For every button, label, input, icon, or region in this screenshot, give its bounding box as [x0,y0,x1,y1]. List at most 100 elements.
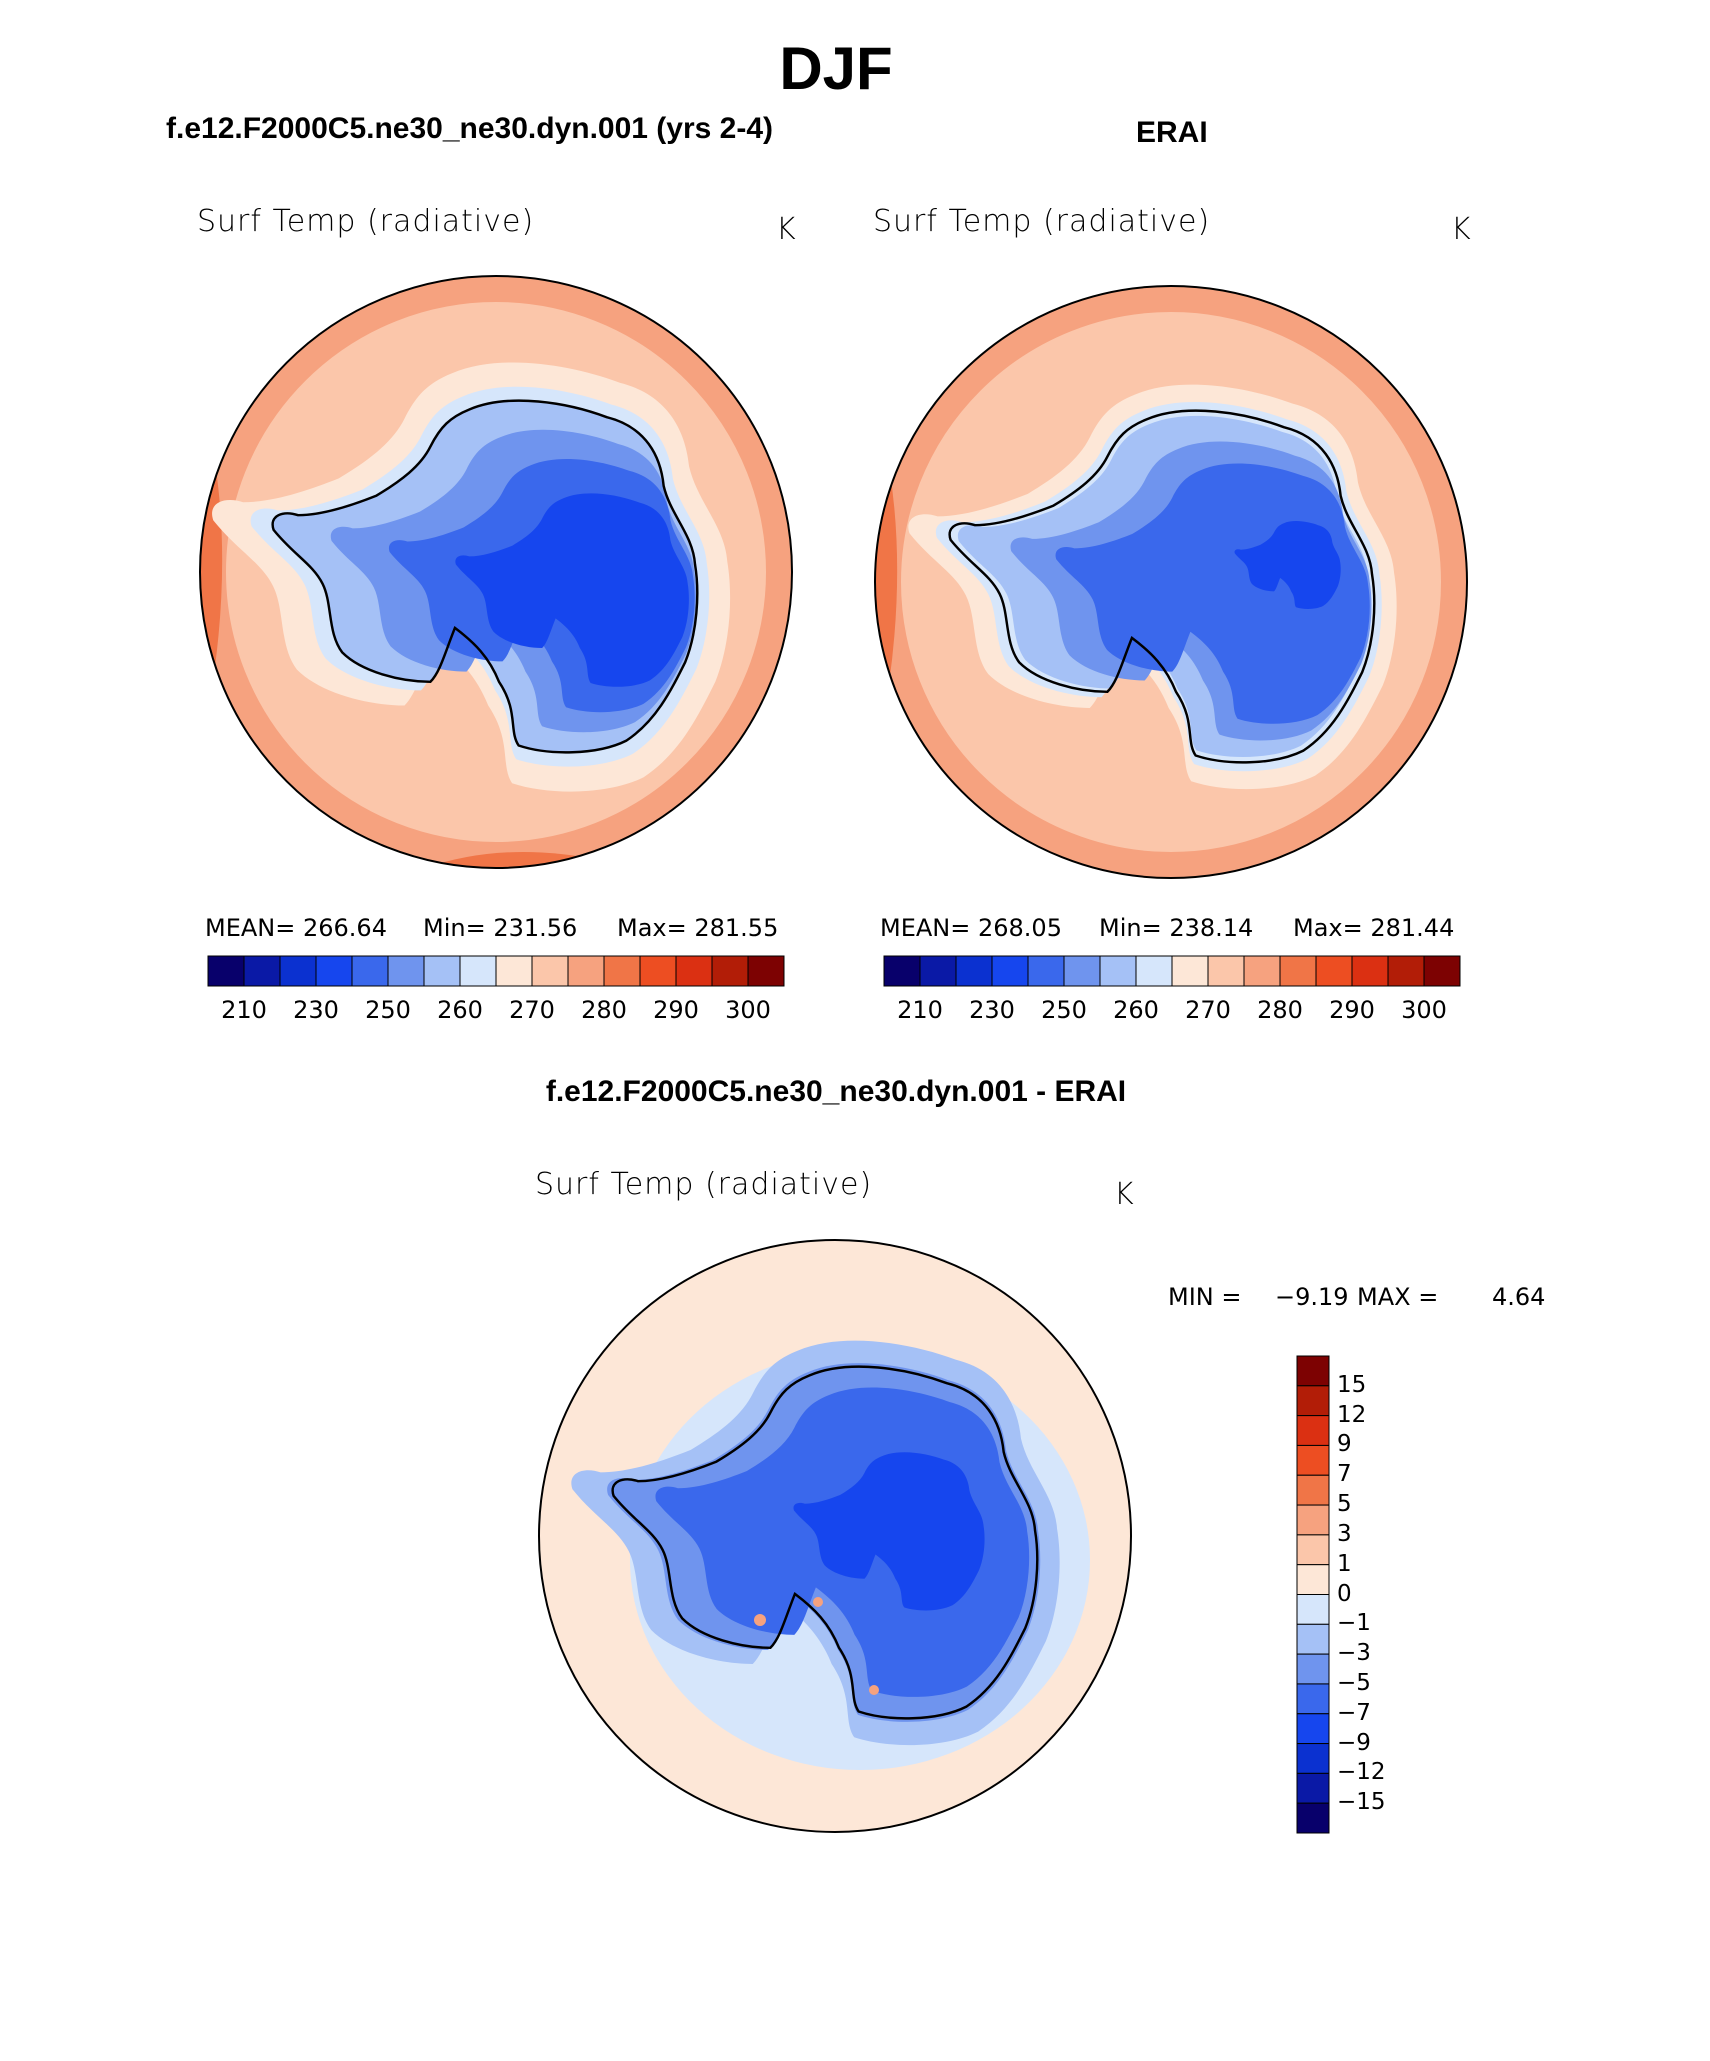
diff-units-label: K [1114,1177,1135,1212]
colorbar-tick-label: 0 [1337,1580,1352,1607]
panel1-max: Max= 281.55 [617,914,779,942]
colorbar-swatch [675,955,713,987]
panel1-min: Min= 231.56 [423,914,578,942]
colorbar-swatch [1296,1564,1330,1595]
colorbar-swatch [207,955,245,987]
colorbar-tick-label: −15 [1337,1789,1386,1816]
panel1-mean: MEAN= 266.64 [205,914,387,942]
colorbar-tick-label: 9 [1337,1431,1352,1458]
panel1-units-label: K [776,212,797,247]
colorbar-tick-label: 290 [1329,996,1375,1024]
colorbar-swatch [1296,1415,1330,1446]
colorbar-tick-label: 250 [365,996,411,1024]
colorbar-swatch [955,955,993,987]
panel2-variable-label: Surf Temp (radiative) [873,204,1211,239]
colorbar-swatch [883,955,921,987]
colorbar-swatch [1296,1802,1330,1834]
panel2-min: Min= 238.14 [1099,914,1254,942]
colorbar-tick-label: 5 [1337,1491,1352,1518]
colorbar-swatch [1027,955,1065,987]
panel1-variable-label: Surf Temp (radiative) [197,204,535,239]
colorbar-tick-label: −9 [1337,1729,1371,1756]
colorbar-swatch [747,955,785,987]
colorbar-swatch [639,955,677,987]
panel2-units-label: K [1451,212,1472,247]
panel2-max: Max= 281.44 [1293,914,1455,942]
colorbar-tick-label: 290 [653,996,699,1024]
colorbar-swatch [1296,1653,1330,1685]
colorbar-swatch [711,955,749,987]
colorbar-tick-label: −7 [1337,1699,1371,1726]
colorbar-tick-label: 280 [1257,996,1303,1024]
colorbar-tick-label: 3 [1337,1520,1352,1547]
colorbar-swatch [991,955,1029,987]
colorbar-swatch [1423,955,1461,987]
colorbar-swatch [1243,955,1281,987]
colorbar-swatch [919,955,957,987]
colorbar-swatch [567,955,605,987]
colorbar-tick-label: 300 [1401,996,1447,1024]
colorbar-tick-label: 270 [509,996,555,1024]
colorbar-tick-label: 7 [1337,1461,1352,1488]
difference-title: f.e12.F2000C5.ne30_ne30.dyn.001 - ERAI [545,1075,1127,1108]
colorbar-swatch [531,955,569,987]
colorbar-swatch [1279,955,1317,987]
colorbar-tick-label: 15 [1337,1371,1367,1398]
colorbar-swatch [1296,1385,1330,1417]
colorbar-swatch [1296,1713,1330,1745]
colorbar-tick-label: 230 [293,996,339,1024]
colorbar-swatch [1351,955,1389,987]
colorbar-swatch [1063,955,1101,987]
colorbar-swatch [495,955,533,987]
diff-min-label: MIN = [1168,1283,1242,1311]
colorbar-swatch [243,955,281,987]
colorbar-swatch [1099,955,1137,987]
colorbar-swatch [1296,1355,1330,1387]
colorbar-swatch [1296,1504,1330,1536]
panel2-mean: MEAN= 268.05 [880,914,1062,942]
colorbar-swatch [387,955,425,987]
colorbar-swatch [1387,955,1425,987]
colorbar-tick-label: 260 [437,996,483,1024]
colorbar-swatch [1296,1743,1330,1774]
colorbar-tick-label: 260 [1113,996,1159,1024]
diff-min-value: −9.19 [1275,1283,1349,1311]
colorbar-tick-label: 300 [725,996,771,1024]
colorbar-panel2 [883,955,1461,987]
colorbar-swatch [1171,955,1209,987]
colorbar-tick-label: 270 [1185,996,1231,1024]
diff-max-value: 4.64 [1492,1283,1546,1311]
colorbar-swatch [1296,1474,1330,1506]
colorbar-swatch [351,955,389,987]
colorbar-swatch [1296,1623,1330,1655]
colorbar-swatch [1296,1594,1330,1625]
colorbar-tick-label: 12 [1337,1401,1367,1428]
colorbar-swatch [1296,1772,1330,1804]
diff-variable-label: Surf Temp (radiative) [535,1167,873,1202]
colorbar-tick-label: −1 [1337,1610,1371,1637]
colorbar-swatch [423,955,461,987]
colorbar-tick-label: 210 [221,996,267,1024]
colorbar-swatch [1296,1534,1330,1566]
colorbar-tick-label: 280 [581,996,627,1024]
colorbar-tick-label: 210 [897,996,943,1024]
panel2-title: ERAI [1136,116,1208,149]
model-map [200,276,792,868]
colorbar-swatch [459,955,497,987]
colorbar-swatch [603,955,641,987]
colorbar-difference [1296,1355,1330,1834]
colorbar-swatch [1135,955,1173,987]
difference-map [539,1240,1131,1832]
panel1-title: f.e12.F2000C5.ne30_ne30.dyn.001 (yrs 2-4… [166,112,774,145]
colorbar-swatch [315,955,353,987]
figure-title: DJF [779,35,893,102]
colorbar-tick-label: −5 [1337,1669,1371,1696]
colorbar-swatch [279,955,317,987]
colorbar-swatch [1296,1444,1330,1476]
colorbar-tick-label: 230 [969,996,1015,1024]
colorbar-tick-label: −12 [1337,1759,1386,1786]
colorbar-panel1 [207,955,785,987]
colorbar-swatch [1296,1683,1330,1715]
colorbar-swatch [1315,955,1353,987]
